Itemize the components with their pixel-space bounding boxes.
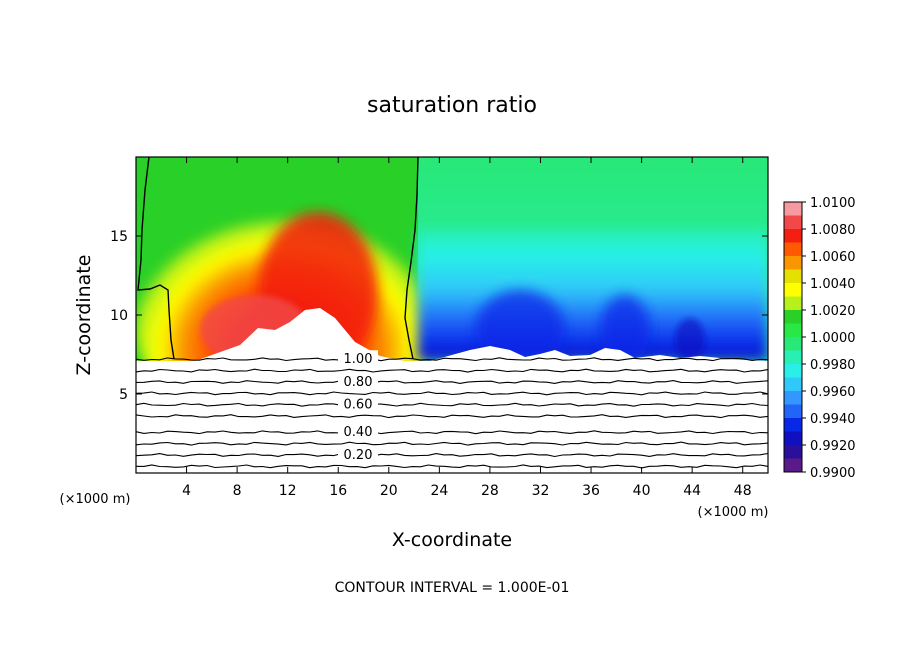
contour-label: 1.00	[344, 352, 373, 367]
contour-line	[135, 402, 769, 407]
colorbar-tick-label: 0.9960	[810, 385, 856, 400]
colorbar-swatch	[784, 377, 802, 392]
colorbar-swatch	[784, 296, 802, 311]
colorbar-swatch	[784, 404, 802, 419]
contour-label-bg	[338, 350, 378, 365]
colorbar-swatch	[784, 229, 802, 243]
contour-line	[135, 391, 769, 396]
heatmap-field	[136, 157, 768, 361]
contour-label: 0.40	[344, 425, 373, 440]
x-tick-label: 44	[683, 483, 701, 499]
y-axis-title: Z-coordinate	[73, 255, 95, 376]
contour-label-bg	[338, 423, 378, 438]
colorbar-tick-label: 0.9900	[810, 466, 856, 481]
colorbar-tick-label: 1.0080	[810, 223, 856, 238]
contour-label: 0.80	[344, 375, 373, 390]
colorbar-swatch	[784, 242, 802, 257]
colorbar-swatch	[784, 337, 802, 351]
colorbar-tick-label: 1.0100	[810, 196, 856, 211]
colorbar-swatch	[784, 256, 802, 270]
colorbar-swatch	[784, 202, 802, 216]
contour-label-bg	[338, 395, 378, 410]
x-tick-label: 28	[481, 483, 499, 499]
contour-line	[135, 464, 769, 469]
colorbar-swatch	[784, 269, 802, 284]
x-axis-unit: (×1000 m)	[698, 505, 769, 520]
x-tick-label: 36	[582, 483, 600, 499]
colorbar-swatch	[784, 418, 802, 432]
contour-line	[135, 379, 769, 384]
contour-line	[135, 452, 769, 458]
contour-line	[135, 441, 769, 446]
x-tick-label: 16	[329, 483, 347, 499]
colorbar-swatch	[784, 323, 802, 338]
contour-line	[135, 357, 769, 362]
y-axis-unit: (×1000 m)	[60, 492, 131, 507]
contour-line-saturation	[404, 157, 419, 360]
colorbar-tick-label: 0.9940	[810, 412, 856, 427]
colorbar-tick-label: 1.0000	[810, 331, 856, 346]
contour-line-saturation-left	[137, 157, 175, 360]
colorbar-swatch	[784, 364, 802, 378]
contour-label-bg	[338, 445, 378, 460]
colorbar-tick-label: 0.9980	[810, 358, 856, 373]
colorbar-swatch	[784, 350, 802, 365]
contour-line	[135, 414, 769, 419]
colorbar-swatch	[784, 391, 802, 405]
contour-label: 0.20	[344, 448, 373, 463]
contour-lines: 1.00 0.80 0.60 0.40 0.20	[135, 350, 769, 469]
colorbar-swatch	[784, 445, 802, 459]
contour-label: 0.60	[344, 398, 373, 413]
x-tick-label: 48	[734, 483, 752, 499]
x-tick-label: 32	[532, 483, 550, 499]
x-tick-label: 12	[279, 483, 297, 499]
colorbar-swatch	[784, 310, 802, 324]
chart-title: saturation ratio	[367, 93, 537, 118]
y-tick-label: 15	[110, 229, 128, 245]
colorbar-tick-label: 1.0060	[810, 250, 856, 265]
x-tick-label: 24	[430, 483, 448, 499]
contour-line	[135, 368, 769, 373]
y-tick-label: 10	[110, 308, 128, 324]
colorbar-tick-label: 1.0020	[810, 304, 856, 319]
contour-label-bg	[338, 372, 378, 387]
colorbar-swatch	[784, 215, 802, 230]
colorbar-tick-label: 1.0040	[810, 277, 856, 292]
y-tick-label: 5	[119, 387, 128, 403]
x-tick-label: 4	[182, 483, 191, 499]
x-axis-title: X-coordinate	[392, 529, 512, 551]
colorbar-swatch	[784, 458, 802, 473]
contour-line	[135, 430, 769, 435]
colorbar-swatch	[784, 283, 802, 297]
colorbar-tick-label: 0.9920	[810, 439, 856, 454]
colorbar: 1.0100 1.0080 1.0060 1.0040 1.0020 1.0000 0.99…	[783, 196, 856, 481]
x-tick-label: 8	[233, 483, 242, 499]
x-tick-label: 40	[633, 483, 651, 499]
x-tick-label: 20	[380, 483, 398, 499]
colorbar-swatch	[784, 431, 802, 446]
contour-interval-note: CONTOUR INTERVAL = 1.000E-01	[335, 580, 570, 596]
